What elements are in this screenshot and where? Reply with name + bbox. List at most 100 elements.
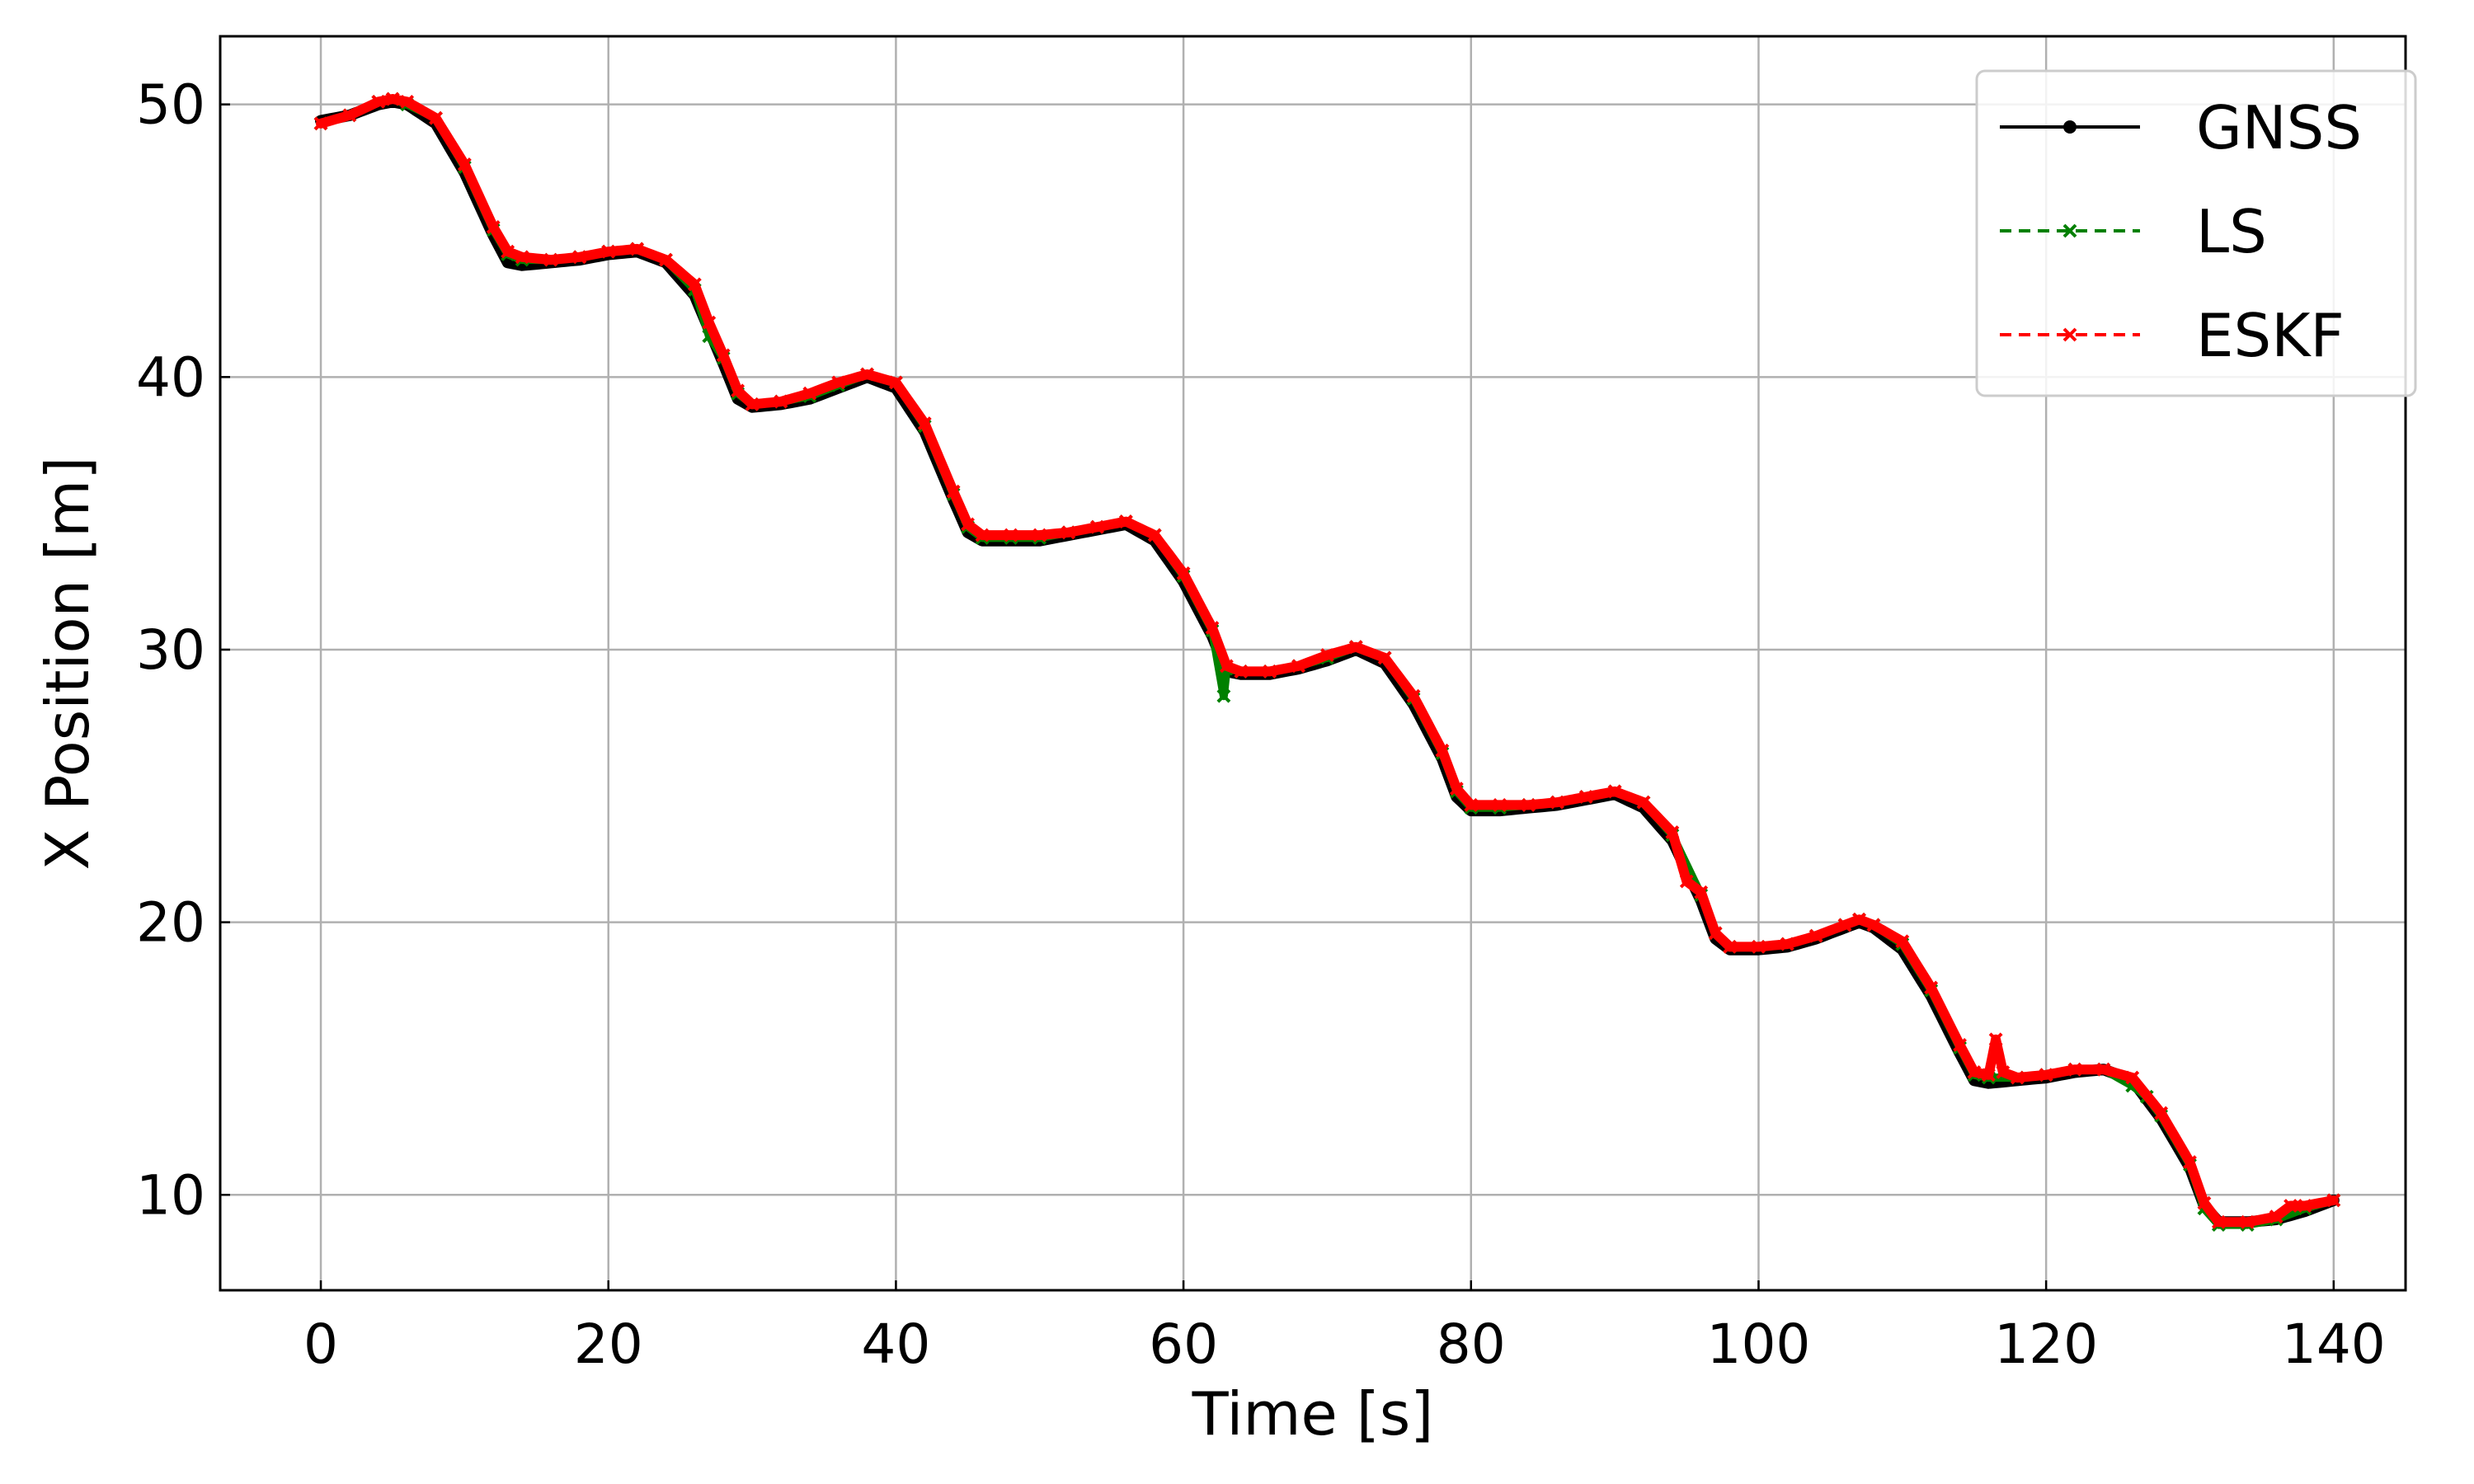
data-point-eskf [1176,566,1191,580]
data-point-eskf [1967,1065,1982,1079]
y-tick-label: 10 [136,1163,205,1227]
data-point-eskf [2039,1068,2053,1082]
y-axis-label: X Position [m] [33,457,102,871]
data-point-eskf [1988,1032,2003,1047]
series-eskf [313,92,2341,1229]
data-point-eskf [429,110,443,125]
data-point-eskf [313,116,328,131]
y-tick-label: 50 [136,73,205,137]
x-tick-label: 20 [574,1313,643,1376]
data-point-eskf [1953,1037,1967,1052]
data-point-eskf [1996,1065,2011,1079]
data-point-eskf [1147,528,1162,542]
data-point-eskf [1406,688,1421,703]
data-point-eskf [1205,621,1220,635]
data-point-eskf [831,375,846,390]
data-point-eskf [1522,798,1536,812]
data-point-eskf [457,157,472,171]
data-point-eskf [1578,790,1593,804]
data-point-eskf [1837,918,1852,932]
data-point-eskf [716,348,731,363]
data-point-eskf [2326,1193,2341,1208]
data-point-eskf [731,383,745,398]
data-point-eskf [2067,1062,2082,1077]
data-point-eskf [1752,939,1766,954]
legend-label-gnss: GNSS [2196,93,2362,162]
data-point-eskf [2284,1199,2298,1213]
x-tick-label: 80 [1437,1313,1506,1376]
data-point-eskf [2269,1209,2284,1224]
data-point-eskf [2240,1214,2255,1229]
data-point-eskf [400,94,415,109]
data-point-eskf [1708,926,1723,941]
data-point-eskf [2154,1106,2169,1120]
data-point-eskf [1032,528,1047,542]
y-tick-label: 20 [136,891,205,955]
data-point-eskf [860,367,874,382]
data-point-eskf [543,252,558,267]
data-point-ls [1216,688,1231,703]
data-point-eskf [2183,1155,2197,1170]
data-point-eskf [1550,795,1564,810]
data-point-eskf [1895,934,1910,949]
data-point-gnss [502,257,513,268]
data-point-eskf [1981,1068,1996,1082]
data-point-eskf [1852,912,1866,927]
data-point-eskf [1118,514,1133,528]
data-point-eskf [2096,1062,2111,1077]
legend-marker-ls [2062,223,2077,238]
data-point-eskf [1723,939,1738,954]
data-point-eskf [802,386,817,401]
data-point-eskf [630,242,645,256]
data-point-eskf [745,397,760,411]
data-point-eskf [1263,665,1277,679]
x-axis-label: Time [s] [1192,1379,1434,1449]
data-point-eskf [917,416,932,430]
data-point-eskf [1665,825,1680,839]
data-point-eskf [501,244,515,259]
data-point-eskf [888,375,903,390]
data-point-eskf [1808,928,1823,943]
data-point-eskf [1004,528,1018,542]
data-point-eskf [1924,980,1939,995]
data-point-eskf [486,220,501,234]
data-point-eskf [1866,918,1881,932]
legend: GNSS LS ESKF [1975,69,2417,397]
data-point-eskf [2010,1070,2025,1085]
data-point-eskf [1090,519,1104,534]
data-point-eskf [1449,782,1464,796]
data-point-eskf [1348,640,1363,655]
data-point-eskf [1377,650,1392,665]
x-tick-label: 0 [303,1313,338,1376]
x-tick-label: 40 [861,1313,930,1376]
legend-marker-eskf [2062,327,2077,342]
x-tick-label: 140 [2282,1313,2386,1376]
data-point-eskf [659,252,673,267]
x-tick-label: 60 [1149,1313,1218,1376]
legend-box [1975,69,2417,397]
data-point-eskf [1493,798,1507,812]
data-point-eskf [975,528,990,542]
data-point-eskf [1219,659,1234,674]
data-point-eskf [1234,665,1249,679]
series-layer [313,92,2341,1233]
x-tick-label: 120 [1994,1313,2098,1376]
data-point-eskf [385,92,400,106]
data-point-eskf [2197,1195,2212,1210]
data-point-eskf [1679,874,1694,889]
data-point-eskf [572,250,587,265]
data-point-eskf [946,484,961,499]
data-point-eskf [371,94,386,109]
data-point-eskf [1320,648,1334,662]
data-point-eskf [1061,525,1076,540]
legend-label-eskf: ESKF [2196,301,2345,370]
y-tick-label: 40 [136,345,205,409]
data-point-eskf [774,394,788,409]
data-point-eskf [1435,743,1450,758]
data-point-eskf [702,315,717,330]
ticks: 0 20 40 60 80 100 120 140 10 20 30 40 50 [136,73,2386,1376]
data-point-eskf [342,108,357,123]
data-point-eskf [1607,784,1622,799]
plot-frame [219,35,2407,1292]
